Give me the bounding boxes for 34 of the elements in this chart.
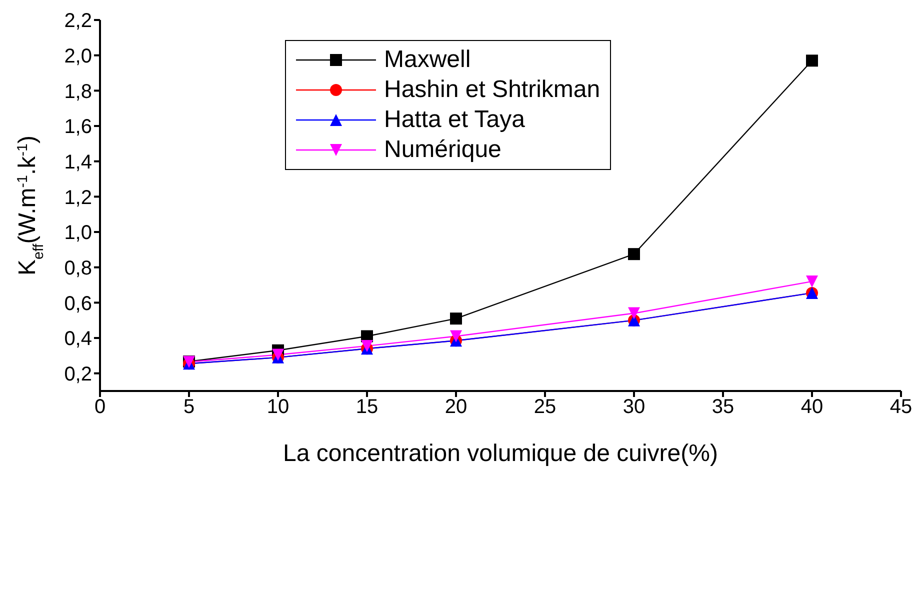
y-tick-label: 2,2 — [64, 10, 92, 32]
x-tick-label: 10 — [266, 396, 290, 418]
y-tick-label: 0,2 — [64, 363, 92, 386]
point — [806, 54, 818, 67]
x-tick-label: 15 — [356, 396, 378, 418]
y-tick-label: 1,2 — [64, 186, 92, 209]
x-tick-label: 25 — [534, 396, 556, 418]
x-tick-label: 5 — [183, 396, 195, 418]
y-tick-label: 0,4 — [64, 328, 92, 350]
point — [450, 330, 462, 342]
x-tick-label: 35 — [712, 396, 734, 418]
y-tick-label: 1,6 — [64, 116, 92, 138]
x-tick-label: 40 — [800, 396, 824, 418]
x-tick-label: 0 — [94, 396, 106, 418]
legend-label: Hashin et Shtrikman — [384, 76, 600, 104]
point — [628, 248, 640, 260]
point — [806, 275, 818, 288]
x-axis-title: La concentration volumique de cuivre(%) — [283, 440, 718, 467]
point — [628, 307, 640, 320]
y-tick-label: 1,0 — [64, 222, 92, 244]
legend-label: Maxwell — [384, 46, 471, 74]
point — [361, 340, 373, 352]
point — [272, 348, 284, 361]
point — [450, 312, 462, 325]
y-tick-label: 1,4 — [64, 151, 92, 174]
x-tick-label: 45 — [890, 396, 912, 418]
x-tick-label: 30 — [622, 396, 646, 418]
y-tick-label: 2,0 — [64, 45, 92, 68]
legend-label: Numérique — [384, 136, 502, 164]
y-tick-label: 1,8 — [64, 80, 92, 103]
legend-label: Hatta et Taya — [384, 106, 525, 134]
x-tick-label: 20 — [444, 396, 468, 418]
y-tick-label: 0,6 — [64, 292, 92, 315]
y-tick-label: 0,8 — [64, 257, 92, 280]
